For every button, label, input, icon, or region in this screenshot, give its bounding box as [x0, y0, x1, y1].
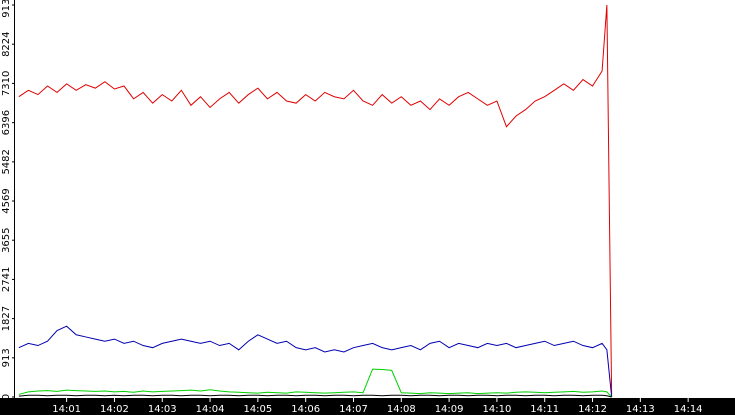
- y-tick-label: 3655: [1, 227, 12, 252]
- y-tick-label: 9138: [1, 0, 12, 18]
- x-tick-label: 14:13: [626, 404, 655, 415]
- y-tick-label: 2741: [1, 267, 12, 292]
- x-tick-label: 14:09: [435, 404, 464, 415]
- series-line: [18, 394, 612, 398]
- y-tick-label: 5482: [1, 149, 12, 174]
- series-line: [18, 325, 613, 398]
- y-tick-label: 0: [1, 394, 12, 400]
- x-tick-label: 14:10: [482, 404, 511, 415]
- x-tick-label: 14:12: [578, 404, 607, 415]
- y-tick-label: 913: [1, 348, 12, 367]
- series-line: [18, 368, 613, 398]
- x-tick-label: 14:11: [530, 404, 559, 415]
- x-tick-label: 14:14: [674, 404, 703, 415]
- series-line: [18, 4, 613, 398]
- y-tick-label: 7310: [1, 71, 12, 96]
- x-tick-label: 14:06: [291, 404, 320, 415]
- x-tick-label: 14:02: [100, 404, 129, 415]
- y-tick-label: 8224: [1, 31, 12, 56]
- x-tick-label: 14:05: [243, 404, 272, 415]
- x-tick-label: 14:08: [387, 404, 416, 415]
- y-tick-label: 1827: [1, 306, 12, 331]
- y-tick-label: 4569: [1, 188, 12, 213]
- x-tick-label: 14:04: [196, 404, 225, 415]
- y-tick-label: 6396: [1, 110, 12, 135]
- x-tick-label: 14:03: [148, 404, 177, 415]
- x-tick-label: 14:01: [52, 404, 81, 415]
- x-tick-label: 14:07: [339, 404, 368, 415]
- x-axis-band: [0, 398, 735, 415]
